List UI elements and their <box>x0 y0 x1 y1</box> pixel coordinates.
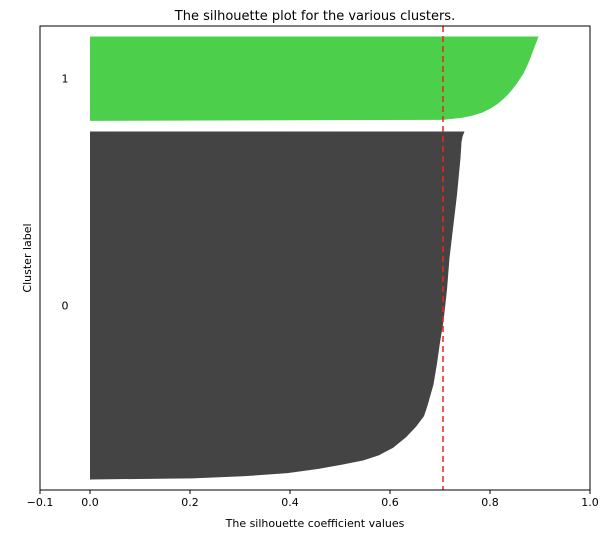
x-tick-label: 1.0 <box>581 496 599 509</box>
x-tick-label: 0.2 <box>181 496 199 509</box>
x-axis-label: The silhouette coefficient values <box>225 517 405 530</box>
cluster-0-silhouette-area <box>90 131 465 480</box>
y-ticks: 01 <box>62 73 69 313</box>
x-tick-label: 0.4 <box>281 496 299 509</box>
x-tick-label: 0.8 <box>481 496 499 509</box>
cluster-label-1: 1 <box>62 73 69 86</box>
y-axis-label: Cluster label <box>21 223 34 292</box>
x-tick-label: 0.6 <box>381 496 399 509</box>
cluster-label-0: 0 <box>62 299 69 312</box>
x-tick-label: 0.0 <box>81 496 99 509</box>
silhouette-areas <box>90 36 539 480</box>
x-ticks: −0.1 0.0 0.2 0.4 0.6 0.8 1.0 <box>27 490 599 509</box>
plot-frame <box>39 25 591 491</box>
chart-title: The silhouette plot for the various clus… <box>174 9 455 24</box>
x-tick-label: −0.1 <box>27 496 54 509</box>
cluster-1-silhouette-area <box>90 36 539 121</box>
